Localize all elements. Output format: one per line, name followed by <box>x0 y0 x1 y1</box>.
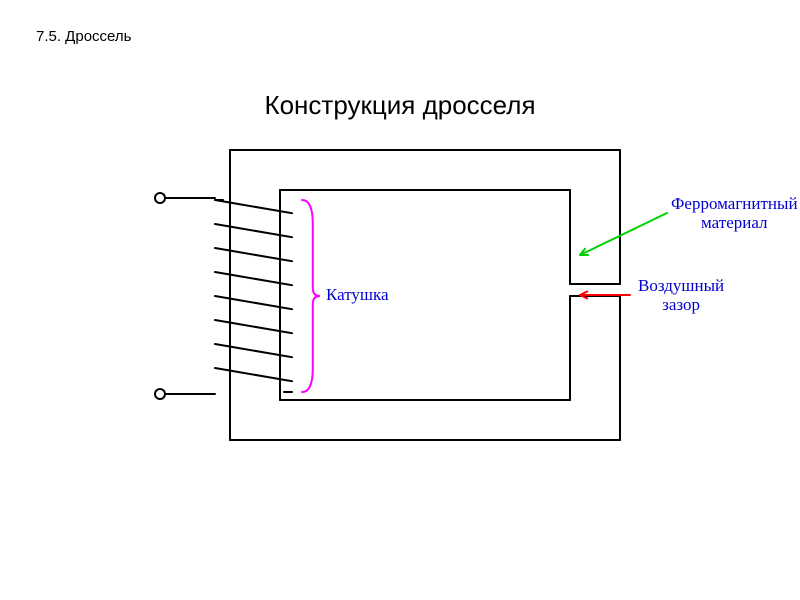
core-label-line1: Ферромагнитный <box>671 194 798 213</box>
air-gap-label: Воздушный зазор <box>638 277 724 314</box>
choke-diagram <box>120 140 720 480</box>
gap-label-line2: зазор <box>662 295 700 314</box>
coil-label: Катушка <box>326 286 389 305</box>
gap-label-line1: Воздушный <box>638 276 724 295</box>
page-title: Конструкция дросселя <box>0 90 800 121</box>
core-material-label: Ферромагнитный материал <box>671 195 798 232</box>
core-label-line2: материал <box>701 213 768 232</box>
breadcrumb: 7.5. Дроссель <box>36 28 131 45</box>
